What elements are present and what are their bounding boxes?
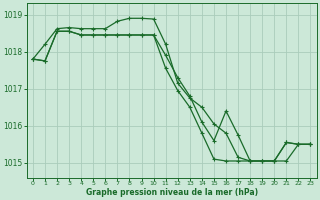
- X-axis label: Graphe pression niveau de la mer (hPa): Graphe pression niveau de la mer (hPa): [86, 188, 258, 197]
